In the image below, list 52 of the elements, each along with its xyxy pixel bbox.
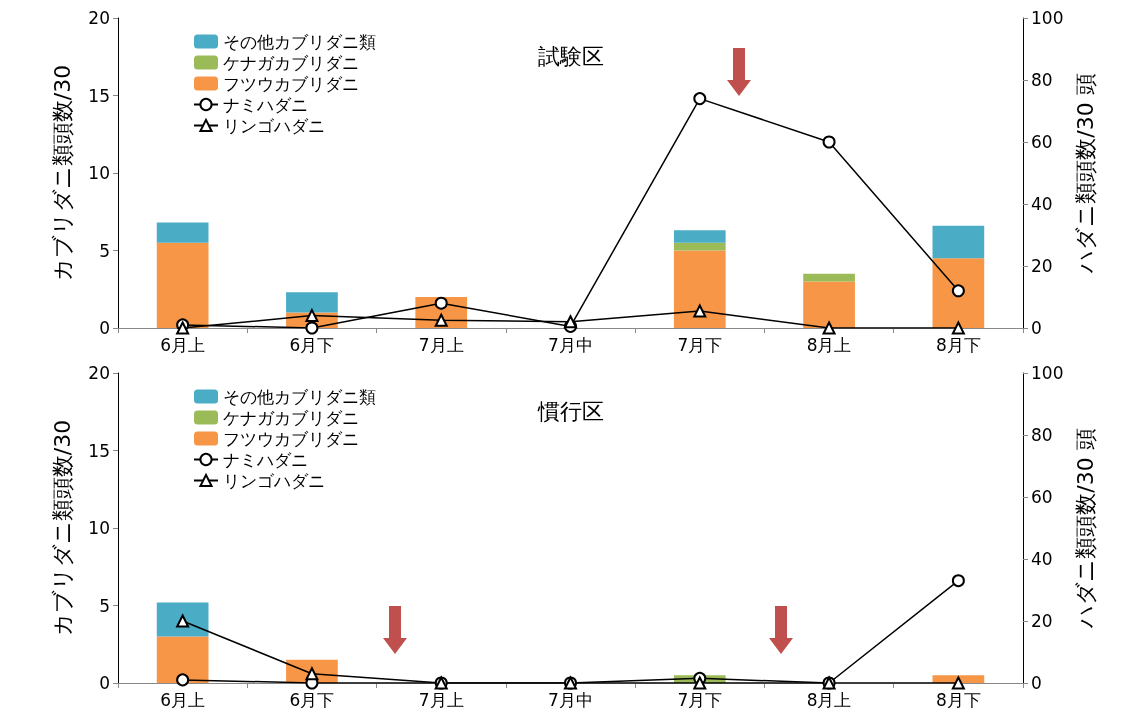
x-tick-label: 6月上: [160, 334, 206, 355]
y2-tick-label: 20: [1031, 611, 1053, 631]
y2-tick-label: 0: [1031, 318, 1042, 338]
y-tick-label: 5: [99, 595, 110, 616]
legend-label: リンゴハダニ: [223, 115, 325, 136]
text: 試験区: [537, 43, 604, 69]
y2-tick-label: 0: [1031, 673, 1042, 693]
y-tick-label: 0: [99, 673, 110, 693]
y2-tick-label: 80: [1031, 425, 1053, 445]
legend-label: その他カブリダニ類: [223, 31, 376, 52]
legend-label: フツウカブリダニ: [223, 73, 359, 94]
y2-tick-label: 60: [1031, 132, 1053, 152]
legend-label: ナミハダニ: [223, 449, 308, 470]
legend-label: その他カブリダニ類: [223, 386, 376, 407]
y-axis-title: カブリダニ類頭数/30: [49, 419, 75, 637]
y2-tick-label: 100: [1031, 8, 1064, 28]
x-tick-label: 8月下: [935, 334, 981, 355]
y-axis-title: カブリダニ類頭数/30: [49, 64, 75, 282]
y2-tick-label: 40: [1031, 194, 1053, 214]
y-tick-label: 15: [88, 85, 110, 106]
legend-label: ケナガカブリダニ: [223, 407, 359, 428]
y-tick-label: 0: [99, 318, 110, 338]
y2-axis-title: ハダニ類頭数/30 頭: [1072, 73, 1098, 274]
x-tick-label: 7月上: [418, 689, 464, 710]
x-tick-label: 6月上: [160, 689, 206, 710]
y-tick-label: 20: [88, 8, 110, 28]
x-tick-label: 8月下: [935, 689, 981, 710]
x-tick-label: 6月下: [289, 334, 335, 355]
legend-label: フツウカブリダニ: [223, 428, 359, 449]
x-tick-label: 6月下: [289, 689, 335, 710]
y-tick-label: 10: [88, 163, 110, 183]
y-tick-label: 5: [99, 240, 110, 261]
y2-tick-label: 60: [1031, 487, 1053, 507]
text: 慣行区: [536, 398, 604, 424]
x-tick-label: 7月上: [418, 334, 464, 355]
y-tick-label: 15: [88, 440, 110, 461]
legend-label: リンゴハダニ: [223, 470, 325, 491]
y2-tick-label: 20: [1031, 256, 1053, 276]
x-tick-label: 7月下: [677, 334, 723, 355]
y2-tick-label: 80: [1031, 70, 1053, 90]
x-tick-label: 7月中: [548, 689, 593, 710]
x-tick-label: 7月中: [548, 334, 593, 355]
y2-tick-label: 40: [1031, 549, 1053, 569]
y2-tick-label: 100: [1031, 363, 1064, 383]
x-tick-label: 8月上: [806, 334, 852, 355]
legend-label: ケナガカブリダニ: [223, 52, 359, 73]
legend-label: ナミハダニ: [223, 94, 308, 115]
x-tick-label: 7月下: [677, 689, 723, 710]
y2-axis-title: ハダニ類頭数/30 頭: [1072, 428, 1098, 629]
y-tick-label: 10: [88, 518, 110, 538]
x-tick-label: 8月上: [806, 689, 852, 710]
y-tick-label: 20: [88, 363, 110, 383]
